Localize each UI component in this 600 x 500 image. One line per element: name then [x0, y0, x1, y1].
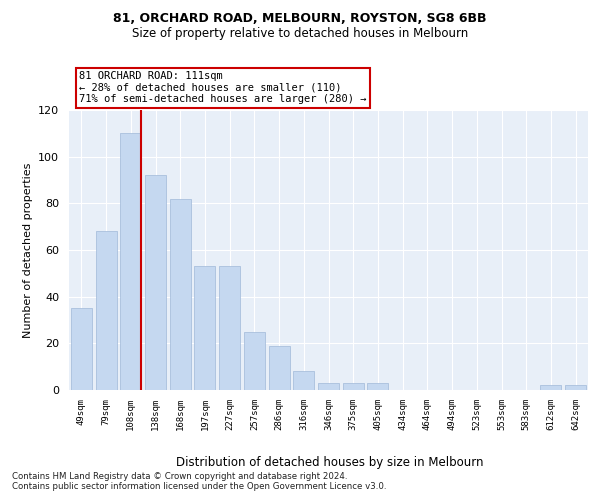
Bar	[71, 308, 92, 390]
Y-axis label: Number of detached properties: Number of detached properties	[23, 162, 32, 338]
Bar	[244, 332, 265, 390]
Bar	[293, 372, 314, 390]
Text: Contains HM Land Registry data © Crown copyright and database right 2024.: Contains HM Land Registry data © Crown c…	[12, 472, 347, 481]
Bar	[145, 176, 166, 390]
Text: 81, ORCHARD ROAD, MELBOURN, ROYSTON, SG8 6BB: 81, ORCHARD ROAD, MELBOURN, ROYSTON, SG8…	[113, 12, 487, 26]
Bar	[95, 232, 116, 390]
Bar	[343, 383, 364, 390]
Bar	[318, 383, 339, 390]
Bar	[170, 198, 191, 390]
Bar	[541, 386, 562, 390]
Bar	[565, 386, 586, 390]
Bar	[120, 134, 141, 390]
Text: 81 ORCHARD ROAD: 111sqm
← 28% of detached houses are smaller (110)
71% of semi-d: 81 ORCHARD ROAD: 111sqm ← 28% of detache…	[79, 71, 367, 104]
Bar	[194, 266, 215, 390]
Bar	[269, 346, 290, 390]
Bar	[367, 383, 388, 390]
Text: Contains public sector information licensed under the Open Government Licence v3: Contains public sector information licen…	[12, 482, 386, 491]
Text: Distribution of detached houses by size in Melbourn: Distribution of detached houses by size …	[176, 456, 484, 469]
Bar	[219, 266, 240, 390]
Text: Size of property relative to detached houses in Melbourn: Size of property relative to detached ho…	[132, 28, 468, 40]
